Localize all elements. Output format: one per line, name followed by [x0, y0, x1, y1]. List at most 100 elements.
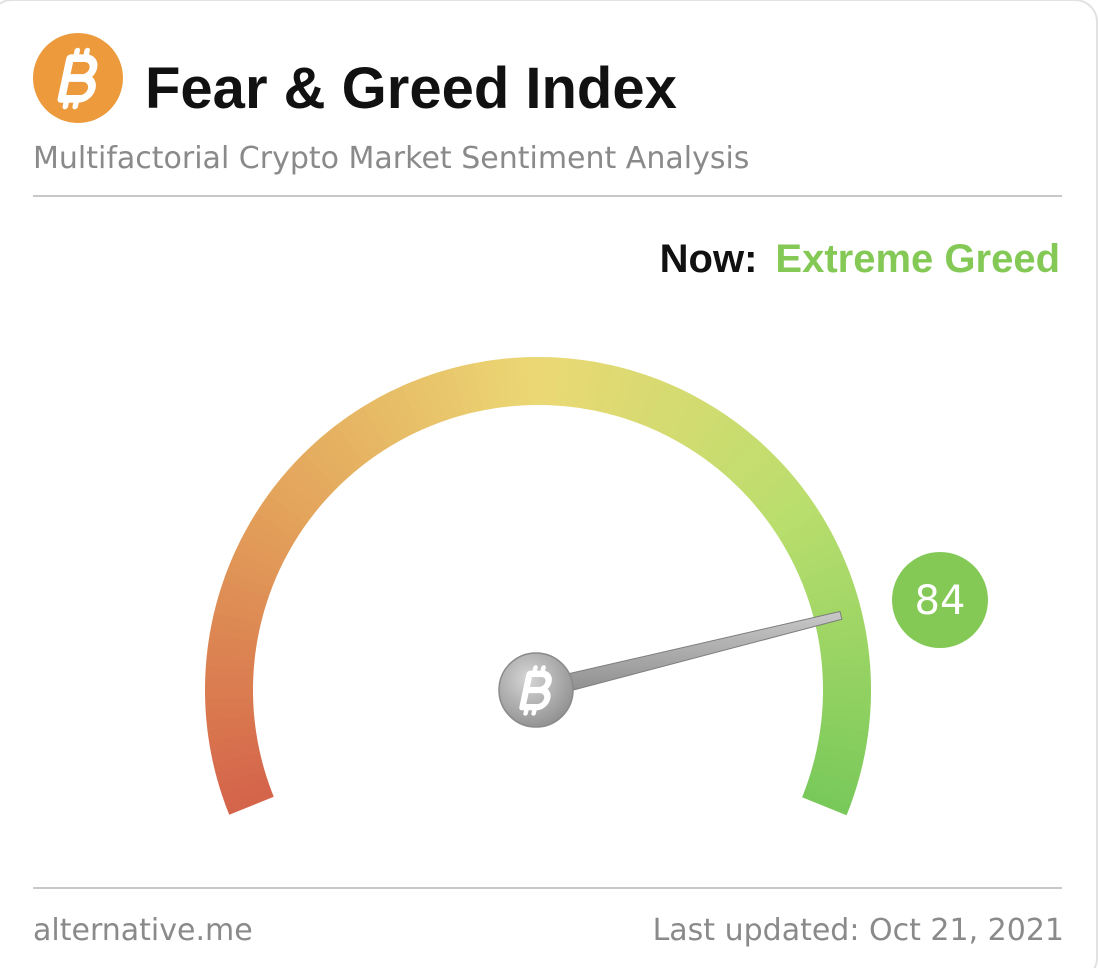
gauge-band	[205, 687, 254, 699]
gauge-band	[710, 425, 749, 470]
gauge-band	[219, 580, 269, 606]
gauge: 84	[205, 357, 988, 816]
gauge-band	[235, 540, 284, 572]
gauge-band	[208, 633, 258, 651]
gauge-band	[216, 591, 266, 615]
gauge-band	[815, 743, 866, 764]
gauge-band	[225, 787, 274, 815]
gauge-band	[274, 477, 319, 516]
source: alternative.me	[33, 913, 253, 948]
gauge-band	[788, 531, 837, 564]
gauge-band	[646, 382, 676, 431]
gauge-band	[505, 357, 520, 407]
gauge-band	[695, 412, 732, 459]
value-badge	[892, 552, 988, 648]
gauge-band	[205, 676, 254, 689]
gauge-band	[527, 357, 539, 406]
gauge-band	[757, 477, 802, 516]
gauge-band	[205, 665, 254, 679]
gauge-band	[602, 365, 625, 415]
gauge-band	[802, 788, 851, 816]
gauge-band	[565, 358, 582, 408]
gauge-band	[218, 770, 268, 795]
gauge-band	[231, 550, 280, 580]
gauge-band	[538, 357, 550, 406]
gauge-band	[593, 363, 614, 413]
gauge-band	[813, 752, 863, 775]
gauge-band	[804, 571, 853, 598]
gauge-band	[226, 560, 276, 589]
gauge-band	[768, 494, 815, 532]
gauge-band	[261, 494, 308, 531]
gauge-band	[214, 601, 264, 624]
gauge-band	[483, 359, 502, 409]
gauge-band	[655, 386, 686, 435]
gauge-band	[215, 761, 265, 785]
gauge-band	[584, 361, 604, 411]
status: Extreme Greed	[775, 237, 1060, 281]
gauge-band	[210, 742, 260, 764]
gauge-band	[256, 503, 302, 539]
gauge-band	[805, 779, 855, 806]
gauge-band	[784, 522, 832, 555]
updated: Last updated: Oct 21, 2021	[653, 913, 1064, 948]
gauge-band	[250, 512, 297, 547]
gauge-band	[620, 371, 646, 421]
gauge-band	[336, 418, 374, 464]
gauge-band	[205, 696, 254, 710]
gauge-band	[353, 406, 389, 453]
gauge-band	[817, 623, 867, 643]
gauge-band	[763, 486, 809, 524]
gauge-band	[207, 724, 257, 742]
gauge-band	[441, 368, 466, 418]
gauge-band	[516, 357, 530, 406]
gauge-band	[401, 381, 430, 431]
gauge-band	[663, 391, 695, 439]
gauge-band	[807, 581, 857, 607]
gauge-band	[611, 368, 635, 418]
gauge-band	[738, 453, 781, 495]
gauge-band	[209, 622, 259, 642]
gauge-band	[327, 424, 366, 470]
gauge-band	[208, 733, 259, 753]
gauge-band	[411, 377, 439, 427]
gauge-band	[303, 445, 345, 488]
gauge-band	[774, 503, 821, 539]
gauge-band	[206, 643, 256, 661]
gauge-band	[221, 778, 271, 805]
gauge-band	[810, 591, 860, 616]
gauge-band	[223, 570, 272, 597]
gauge-band	[421, 374, 448, 424]
gauge-band	[431, 371, 457, 420]
value-label: 84	[915, 578, 966, 624]
gauge-band	[822, 676, 871, 689]
gauge-band	[295, 453, 338, 495]
gauge-band	[796, 551, 846, 580]
gauge-band	[288, 461, 332, 502]
now-label: Now:	[660, 237, 758, 281]
gauge-band	[205, 706, 255, 721]
gauge-band	[687, 406, 723, 453]
gauge-band	[751, 469, 795, 509]
gauge-band	[779, 512, 826, 547]
gauge-band	[211, 611, 261, 633]
gauge-band	[381, 390, 413, 439]
gauge-band	[344, 412, 381, 458]
gauge-band	[822, 697, 871, 710]
gauge-band	[815, 612, 865, 634]
gauge-band	[808, 770, 858, 795]
gauge-band	[372, 395, 405, 443]
gauge-band	[679, 401, 714, 448]
gauge-band	[212, 752, 263, 774]
gauge-band	[792, 541, 841, 572]
gauge-band	[462, 363, 484, 413]
gauge-band	[822, 687, 872, 700]
gauge-band	[718, 431, 758, 476]
gauge-band	[732, 446, 774, 489]
gauge-band	[494, 358, 511, 408]
subtitle: Multifactorial Crypto Market Sentiment A…	[33, 141, 749, 176]
gauge-band	[547, 357, 561, 406]
gauge-band	[800, 560, 850, 589]
